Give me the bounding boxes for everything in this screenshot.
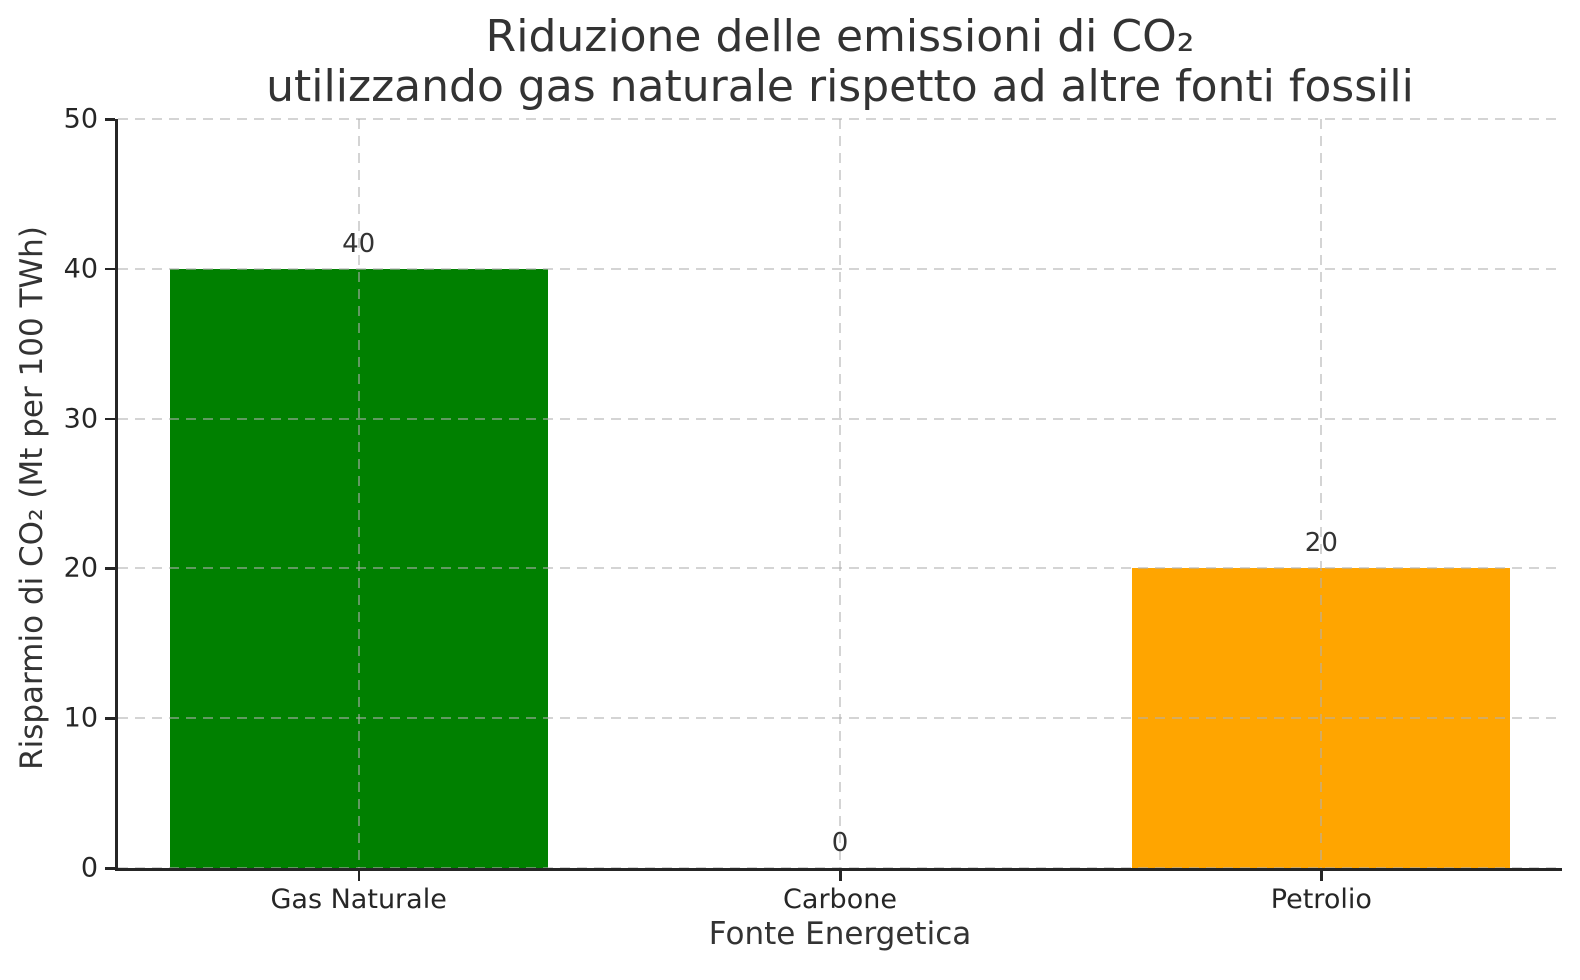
x-axis-label: Fonte Energetica [708, 916, 972, 952]
x-tick-0 [357, 871, 361, 881]
bar-value-label-1: 0 [831, 828, 849, 858]
plot-area: 0 10 20 30 40 50 40 Gas Naturale 0 Carbone 20 Petro… [64, 104, 1562, 915]
x-tick-2 [1320, 871, 1323, 881]
y-tick-label-50: 50 [63, 103, 98, 135]
y-tick-label-0: 0 [80, 852, 98, 884]
y-tick-20 [105, 567, 115, 570]
chart-title-line2: utilizzando gas naturale rispetto ad alt… [266, 61, 1414, 112]
y-axis-spine [115, 119, 118, 871]
y-tick-30 [105, 417, 115, 421]
chart-title: Riduzione delle emissioni di CO₂ utilizz… [118, 12, 1562, 112]
y-tick-50 [105, 118, 115, 121]
x-tick-1 [839, 871, 842, 881]
y-tick-label-40: 40 [63, 253, 98, 285]
chart-title-line1: Riduzione delle emissioni di CO₂ [485, 11, 1195, 62]
y-axis-label: Risparmio di CO₂ (Mt per 100 TWh) [14, 226, 50, 770]
x-tick-label-1: Carbone [783, 884, 897, 915]
y-tick-40 [105, 267, 115, 271]
y-tick-label-30: 30 [63, 403, 98, 435]
x-tick-label-0: Gas Naturale [270, 884, 447, 915]
bar-value-label-0: 40 [342, 228, 376, 259]
y-tick-label-20: 20 [63, 552, 98, 584]
y-tick-label-10: 10 [63, 702, 98, 734]
x-gridline-0 [357, 119, 360, 868]
x-gridline-2 [1320, 119, 1323, 868]
x-tick-label-2: Petrolio [1270, 884, 1372, 915]
y-tick-0 [105, 867, 115, 870]
x-gridline-1 [839, 119, 841, 868]
x-axis-spine [115, 868, 1562, 871]
bar-value-label-2: 20 [1304, 528, 1338, 559]
y-tick-10 [105, 717, 115, 720]
